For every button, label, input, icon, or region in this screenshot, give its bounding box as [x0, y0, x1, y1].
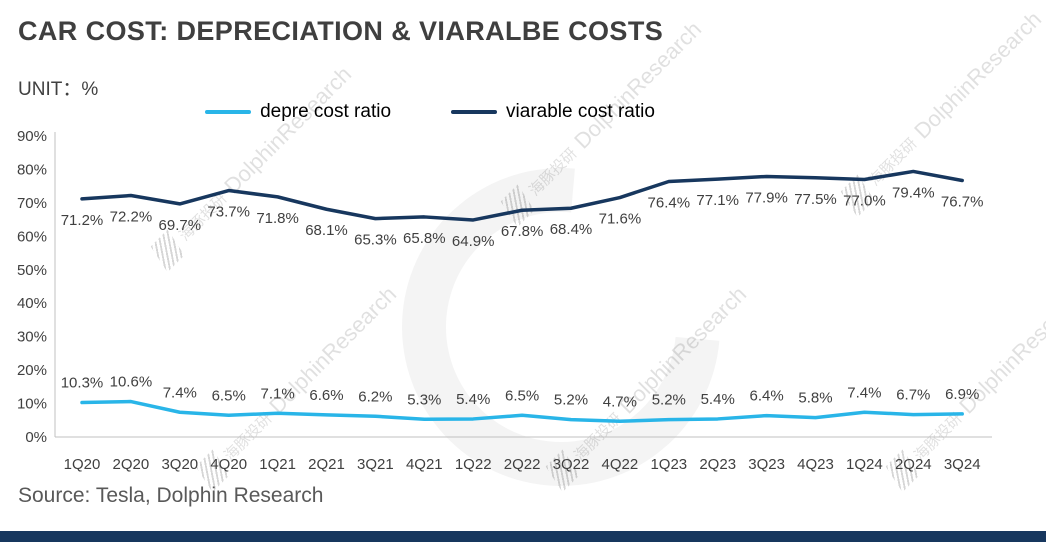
x-axis-tick: 1Q21 — [259, 456, 296, 473]
data-label: 6.5% — [505, 387, 539, 404]
data-label: 68.1% — [305, 222, 348, 239]
x-axis-tick: 2Q24 — [895, 456, 932, 473]
data-label: 7.4% — [847, 384, 881, 401]
data-label: 77.5% — [794, 191, 837, 208]
data-label: 76.4% — [648, 194, 691, 211]
y-axis-tick: 60% — [17, 228, 47, 245]
y-axis-tick: 40% — [17, 295, 47, 312]
x-axis-tick: 4Q23 — [797, 456, 834, 473]
data-label: 64.9% — [452, 233, 495, 250]
source-text: Source: Tesla, Dolphin Research — [18, 484, 324, 507]
data-label: 68.4% — [550, 221, 593, 238]
legend-item-depre-cost-ratio: depre cost ratio — [205, 101, 391, 123]
x-axis-tick: 3Q23 — [748, 456, 785, 473]
y-axis-tick: 80% — [17, 161, 47, 178]
data-label: 65.8% — [403, 230, 446, 247]
legend-label-viarable-cost-ratio: viarable cost ratio — [506, 101, 655, 122]
legend-label-depre-cost-ratio: depre cost ratio — [260, 101, 392, 122]
depre-cost-ratio-line — [80, 399, 964, 424]
data-label: 6.9% — [945, 386, 979, 403]
data-label: 6.7% — [896, 387, 930, 404]
data-label: 6.5% — [212, 387, 246, 404]
data-label: 73.7% — [207, 204, 250, 221]
x-axis-tick: 3Q21 — [357, 456, 394, 473]
data-label: 10.6% — [110, 374, 153, 391]
x-axis-tick: 3Q24 — [944, 456, 981, 473]
data-label: 5.3% — [407, 391, 441, 408]
y-axis-tick: 20% — [17, 362, 47, 379]
y-axis-tick: 30% — [17, 329, 47, 346]
data-label: 5.2% — [554, 392, 588, 409]
data-label: 76.7% — [941, 193, 984, 210]
footer-bar — [0, 531, 1046, 542]
watermark-en-text: DolphinResearch — [909, 6, 1046, 144]
y-axis-tick: 50% — [17, 262, 47, 279]
data-label: 5.4% — [701, 391, 735, 408]
data-label: 6.2% — [358, 388, 392, 405]
x-axis-tick: 1Q24 — [846, 456, 883, 473]
data-label: 10.3% — [61, 375, 104, 392]
data-label: 71.6% — [599, 211, 642, 228]
data-label: 71.2% — [61, 212, 104, 229]
x-axis-tick: 4Q20 — [210, 456, 247, 473]
data-label: 4.7% — [603, 393, 637, 410]
viarable-line-swatch — [451, 110, 498, 114]
data-label: 69.7% — [159, 217, 202, 234]
x-axis-tick: 1Q22 — [455, 456, 492, 473]
x-axis-tick: 2Q21 — [308, 456, 345, 473]
depre-line-swatch — [205, 110, 252, 114]
data-label: 7.4% — [163, 384, 197, 401]
data-label: 67.8% — [501, 223, 544, 240]
data-label: 65.3% — [354, 232, 397, 249]
data-label: 72.2% — [110, 209, 153, 226]
data-label: 5.4% — [456, 391, 490, 408]
chart-legend: depre cost ratio viarable cost ratio — [0, 101, 860, 123]
data-label: 77.9% — [745, 189, 788, 206]
y-axis-tick: 10% — [17, 396, 47, 413]
page-title: CAR COST: DEPRECIATION & VIARALBE COSTS — [18, 16, 664, 46]
data-label: 7.1% — [260, 385, 294, 402]
line-chart: 0% 10% 20% 30% 40% 50% 60% 70% 80% 90% 1Q20 2Q20 3Q2… — [17, 128, 992, 473]
x-axis-tick: 2Q22 — [504, 456, 541, 473]
x-axis-tick: 1Q20 — [64, 456, 101, 473]
data-label: 77.0% — [843, 192, 886, 209]
data-label: 77.1% — [696, 192, 739, 209]
y-axis-tick: 90% — [17, 128, 47, 145]
x-axis-tick: 4Q21 — [406, 456, 443, 473]
unit-label: UNIT：% — [18, 79, 99, 100]
x-axis-tick: 2Q20 — [113, 456, 150, 473]
data-label: 79.4% — [892, 184, 935, 201]
x-axis-tick: 2Q23 — [699, 456, 736, 473]
data-label: 6.4% — [749, 388, 783, 405]
data-label: 5.2% — [652, 392, 686, 409]
data-label: 5.8% — [798, 390, 832, 407]
x-axis-tick: 4Q22 — [602, 456, 639, 473]
data-label: 6.6% — [309, 387, 343, 404]
legend-item-viarable-cost-ratio: viarable cost ratio — [451, 101, 655, 123]
x-axis-tick: 1Q23 — [650, 456, 687, 473]
data-label: 71.8% — [256, 210, 299, 227]
x-axis-tick: 3Q20 — [161, 456, 198, 473]
y-axis-tick: 70% — [17, 195, 47, 212]
x-axis-tick: 3Q22 — [553, 456, 590, 473]
viarable-cost-ratio-line — [80, 169, 964, 222]
y-axis-tick: 0% — [25, 429, 47, 446]
